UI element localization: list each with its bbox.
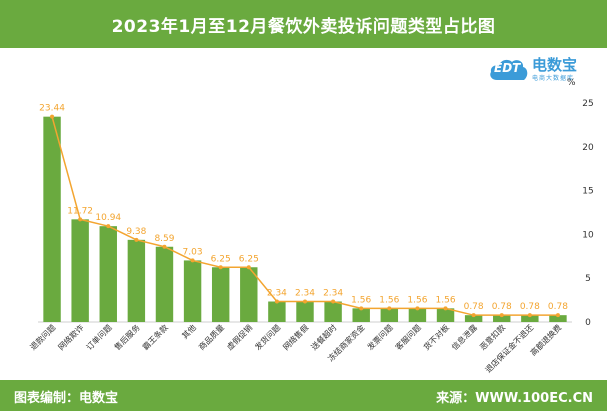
bar (324, 301, 342, 322)
line-point (303, 299, 307, 304)
line-point (387, 306, 392, 311)
data-label: 0.78 (520, 302, 540, 312)
data-label: 6.25 (239, 254, 259, 264)
bar (296, 301, 314, 322)
bar (183, 260, 202, 322)
bar (155, 246, 174, 322)
data-label: 2.34 (267, 289, 287, 299)
data-label: 0.78 (492, 302, 512, 312)
footer-bar: 图表编制：电数宝 来源：WWW.100EC.CN (0, 380, 607, 411)
line-point (331, 299, 336, 304)
line-point (218, 265, 223, 270)
y-tick-label: 5 (585, 274, 591, 284)
logo-brand-text: 电数宝 (532, 56, 578, 74)
x-tick-label: 客服问题 (393, 322, 423, 352)
data-label: 6.25 (211, 254, 231, 264)
line-point (50, 114, 55, 119)
bar (71, 219, 89, 322)
bar (464, 315, 483, 322)
data-label: 8.59 (154, 234, 174, 244)
line-point (162, 244, 167, 249)
line-point (527, 313, 532, 318)
data-label: 7.03 (183, 247, 203, 257)
x-tick-label: 其他 (180, 322, 198, 340)
y-tick-label: 25 (582, 99, 593, 109)
line-point (359, 306, 364, 311)
data-label: 2.34 (323, 289, 343, 299)
y-tick-label: 15 (582, 187, 593, 197)
bar (549, 315, 567, 322)
x-tick-label: 网络售假 (281, 322, 311, 352)
x-tick-label: 恶意扣款 (477, 322, 507, 352)
data-label: 10.94 (95, 213, 121, 223)
x-tick-label: 发票问题 (365, 322, 395, 352)
data-label: 1.56 (436, 295, 456, 305)
x-tick-label: 退款问题 (28, 322, 58, 352)
cloud-icon (490, 59, 528, 80)
data-label: 0.78 (548, 302, 568, 312)
line-point (246, 265, 251, 270)
line-point (415, 306, 420, 311)
x-tick-label: 退店保证金不退还 (483, 322, 535, 374)
footer-credit: 图表编制：电数宝 (14, 391, 119, 406)
y-axis-unit: % (567, 78, 576, 88)
brand-logo: EDT 电数宝 电商大数据库 (488, 52, 600, 86)
line-point (106, 224, 111, 229)
logo-cloud-text: EDT (494, 61, 521, 75)
data-label: 23.44 (39, 104, 65, 114)
x-tick-label: 网络欺诈 (56, 322, 86, 352)
x-tick-label: 订单问题 (84, 322, 114, 352)
bar (352, 308, 370, 322)
x-tick-label: 货不对板 (421, 322, 451, 352)
bar-line-chart: 0 5 10 15 20 25 退款问题 网络欺诈 订单问题 售后服务 霸王条款 其他 商品质量 虚假促销… (28, 99, 594, 375)
bar (521, 315, 539, 322)
bar (99, 226, 117, 322)
x-tick-label: 售后服务 (112, 322, 142, 352)
line-point (78, 217, 83, 222)
bar (127, 239, 146, 322)
line-point (190, 258, 195, 263)
bar (43, 116, 61, 322)
x-tick-label: 商品质量 (196, 322, 226, 352)
line-point (471, 313, 476, 318)
bar (240, 267, 258, 322)
data-label: 9.38 (126, 227, 146, 237)
data-label: 2.34 (295, 289, 315, 299)
line-point (555, 313, 560, 318)
line-point (274, 299, 279, 304)
x-tick-label: 送餐超时 (309, 322, 339, 352)
bar (211, 267, 230, 322)
x-tick-label: 霸王条款 (140, 322, 170, 352)
footer-source: 来源：WWW.100EC.CN (436, 391, 593, 406)
line-point (443, 306, 448, 311)
chart-title: 2023年1月至12月餐饮外卖投诉问题类型占比图 (111, 16, 496, 37)
y-tick-label: 0 (585, 318, 591, 328)
bar (493, 315, 511, 322)
x-tick-label: 发货问题 (253, 322, 283, 352)
data-label: 11.72 (67, 206, 93, 216)
bar (268, 301, 286, 322)
x-tick-label: 信息泄露 (449, 322, 479, 352)
data-label: 1.56 (351, 295, 371, 305)
bar (408, 308, 427, 322)
data-label: 0.78 (464, 302, 484, 312)
logo-tagline: 电商大数据库 (532, 75, 575, 82)
line-point (134, 237, 139, 242)
y-tick-label: 10 (582, 230, 594, 240)
bar (380, 308, 399, 322)
y-tick-label: 20 (582, 143, 594, 153)
bar (436, 308, 455, 322)
data-label: 1.56 (407, 295, 427, 305)
line-point (499, 313, 504, 318)
title-bar: 2023年1月至12月餐饮外卖投诉问题类型占比图 (0, 0, 607, 48)
data-label: 1.56 (379, 295, 399, 305)
x-tick-label: 虚假促销 (225, 322, 255, 352)
